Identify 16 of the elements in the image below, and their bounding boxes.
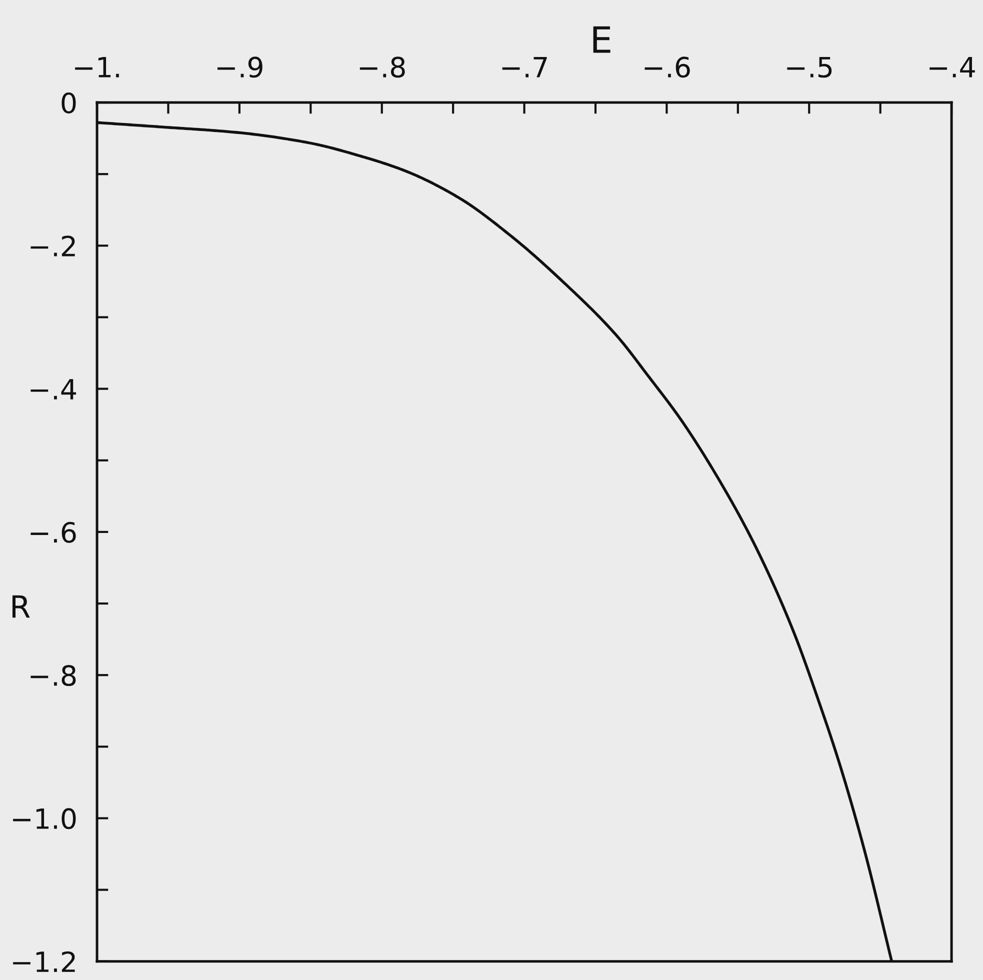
x-tick-label: −.4: [930, 57, 975, 78]
x-tick-label: −.8: [360, 56, 405, 78]
y-tick-label: −.4: [30, 379, 76, 400]
x-tick-label: −.6: [644, 56, 690, 78]
x-axis-title: E: [593, 26, 610, 53]
x-tick-label: −.9: [217, 56, 262, 78]
y-tick-label: −.8: [30, 665, 76, 686]
y-axis-title: R: [12, 595, 30, 618]
y-tick-label: −1.2: [13, 951, 75, 972]
x-tick-label: −.5: [787, 57, 832, 78]
y-tick-label: −.2: [30, 236, 75, 256]
y-tick-label: −1.0: [13, 808, 76, 830]
x-tick-label: −1.: [75, 57, 119, 78]
y-tick-label: 0: [62, 92, 76, 114]
y-tick-label: −.6: [30, 522, 76, 543]
x-tick-label: −.7: [502, 57, 547, 78]
